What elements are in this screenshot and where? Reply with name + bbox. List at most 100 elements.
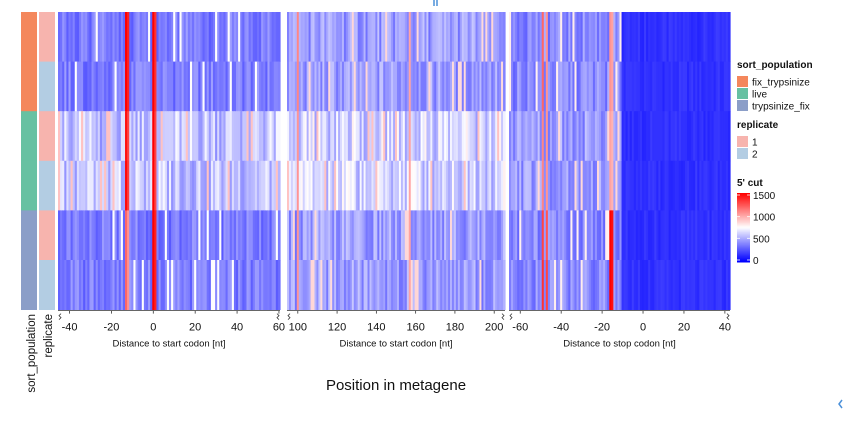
heat-cell — [523, 260, 526, 310]
heat-cell — [219, 210, 222, 261]
heat-cell — [551, 210, 555, 261]
heat-cell — [461, 260, 465, 310]
heat-cell — [231, 160, 235, 211]
heat-cell — [206, 61, 210, 112]
heat-cell — [629, 260, 633, 310]
heat-cell — [586, 210, 590, 261]
heat-cell — [721, 12, 725, 62]
heat-cell — [501, 12, 504, 62]
heat-cell — [236, 260, 239, 310]
heat-cell — [322, 61, 325, 112]
heat-cell — [139, 12, 143, 62]
heat-cell — [560, 160, 563, 211]
heat-cell — [288, 260, 292, 310]
heat-cell — [204, 61, 208, 112]
heat-cell — [432, 160, 435, 211]
heat-cell — [85, 111, 88, 162]
tick-label: -20 — [594, 322, 610, 334]
heat-cell — [244, 111, 248, 162]
heat-cell — [112, 61, 116, 112]
heat-cell — [72, 160, 76, 211]
heat-cell — [564, 61, 567, 112]
heat-cell — [223, 12, 227, 62]
heat-cell — [615, 61, 619, 112]
heat-cell — [373, 260, 376, 310]
heat-cell — [210, 61, 214, 112]
heat-cell — [627, 12, 631, 62]
heat-cell — [64, 12, 67, 62]
heat-cell — [343, 61, 347, 112]
heat-cell — [310, 260, 314, 310]
heat-cell — [296, 61, 300, 112]
heat-cell — [74, 160, 78, 211]
heat-cell — [171, 160, 174, 211]
heat-cell — [463, 12, 467, 62]
heat-cell — [473, 111, 477, 162]
heat-cell — [400, 260, 404, 310]
heat-cell — [410, 61, 414, 112]
heat-cell — [400, 61, 404, 112]
heat-cell — [619, 160, 623, 211]
heat-cell — [74, 111, 78, 162]
heat-cell — [680, 12, 684, 62]
heat-cell — [442, 210, 445, 261]
heat-cell — [367, 210, 371, 261]
heat-cell — [62, 260, 65, 310]
heat-cell — [509, 160, 512, 211]
colorbar-step — [737, 229, 750, 232]
heat-cell — [652, 61, 655, 112]
heat-cell — [196, 61, 199, 112]
heat-cell — [509, 12, 512, 62]
heat-cell — [406, 61, 410, 112]
heat-cell — [572, 111, 576, 162]
heat-cell — [646, 61, 649, 112]
heat-cell — [444, 210, 447, 261]
heat-cell — [277, 210, 281, 261]
heat-cell — [78, 61, 82, 112]
heat-cell — [120, 111, 124, 162]
heat-cell — [250, 111, 254, 162]
heat-cell — [556, 61, 559, 112]
heat-cell — [304, 160, 308, 211]
heat-cell — [629, 210, 633, 261]
heat-cell — [116, 160, 120, 211]
heat-cell — [438, 160, 441, 211]
heat-cell — [453, 12, 457, 62]
heat-cell — [349, 160, 353, 211]
heat-cell — [349, 111, 353, 162]
heat-cell — [404, 210, 408, 261]
heat-cell — [537, 61, 541, 112]
heat-cell — [219, 111, 222, 162]
heat-cell — [81, 111, 84, 162]
heat-cell — [723, 210, 727, 261]
heat-cell — [202, 111, 206, 162]
heat-cell — [428, 260, 431, 310]
scroll-arrow-icon[interactable] — [838, 399, 843, 409]
heat-cell — [127, 12, 130, 62]
heat-cell — [196, 12, 199, 62]
heat-cell — [539, 12, 543, 62]
heat-cell — [639, 12, 643, 62]
colorbar-step — [737, 199, 750, 202]
heat-cell — [410, 111, 414, 162]
heat-cell — [670, 210, 674, 261]
heat-cell — [725, 160, 729, 211]
heat-cell — [175, 260, 178, 310]
heat-cell — [697, 210, 700, 261]
heat-cell — [499, 160, 502, 211]
heat-cell — [246, 61, 250, 112]
heat-cell — [440, 210, 443, 261]
heat-cell — [513, 12, 516, 62]
heat-cell — [493, 12, 496, 62]
heat-cell — [674, 12, 678, 62]
heat-cell — [639, 260, 643, 310]
heat-cell — [424, 260, 428, 310]
tick-label: 0 — [640, 322, 646, 334]
heat-cell — [711, 160, 715, 211]
heat-cell — [674, 160, 678, 211]
heat-cell — [66, 160, 70, 211]
heat-cell — [621, 210, 625, 261]
heat-cell — [543, 12, 547, 62]
heat-cell — [179, 111, 183, 162]
heat-cell — [727, 160, 731, 211]
